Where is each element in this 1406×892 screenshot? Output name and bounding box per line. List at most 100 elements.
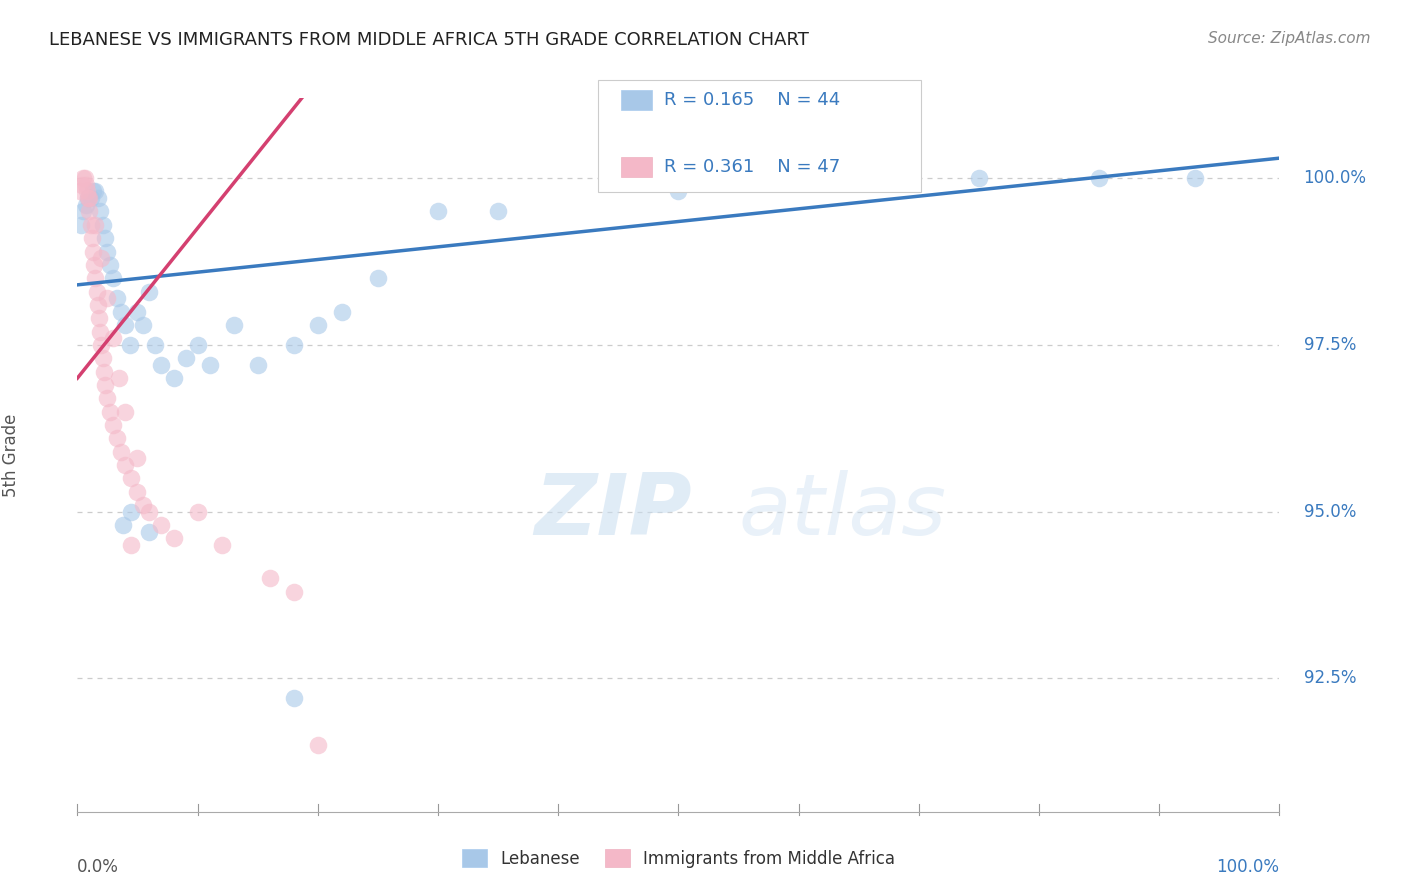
Point: [427, 204, 450, 219]
Point: [283, 338, 305, 352]
Point: [77, 191, 100, 205]
Point: [114, 318, 136, 332]
Point: [967, 171, 990, 186]
Point: [82, 244, 104, 259]
Point: [80, 231, 103, 245]
Text: 100.0%: 100.0%: [1303, 169, 1367, 187]
Point: [96, 244, 118, 259]
Point: [1184, 171, 1206, 186]
Point: [105, 291, 128, 305]
Point: [84, 271, 107, 285]
Point: [87, 298, 110, 312]
Point: [120, 538, 142, 552]
Point: [127, 304, 149, 318]
Point: [79, 218, 101, 232]
Point: [89, 325, 111, 339]
Point: [75, 198, 97, 212]
Point: [186, 505, 209, 519]
Point: [93, 365, 115, 379]
Point: [138, 524, 160, 539]
Point: [79, 204, 101, 219]
Point: [72, 204, 94, 219]
Point: [162, 371, 184, 385]
Point: [222, 318, 245, 332]
Point: [76, 185, 98, 199]
Point: [486, 204, 509, 219]
Point: [330, 304, 353, 318]
Point: [91, 351, 114, 366]
Point: [98, 258, 121, 272]
Point: [138, 285, 160, 299]
Point: [94, 377, 117, 392]
Point: [114, 458, 136, 472]
Point: [132, 498, 155, 512]
Point: [283, 691, 305, 706]
Point: [307, 738, 329, 752]
Point: [91, 218, 114, 232]
Text: Source: ZipAtlas.com: Source: ZipAtlas.com: [1208, 31, 1371, 46]
Text: atlas: atlas: [738, 470, 946, 553]
Point: [120, 338, 142, 352]
Point: [83, 258, 105, 272]
Point: [77, 191, 100, 205]
Point: [120, 471, 142, 485]
Point: [79, 191, 101, 205]
Point: [70, 218, 93, 232]
Text: 95.0%: 95.0%: [1303, 502, 1355, 521]
Point: [86, 285, 108, 299]
Point: [105, 431, 128, 445]
Legend: Lebanese, Immigrants from Middle Africa: Lebanese, Immigrants from Middle Africa: [461, 849, 896, 868]
Point: [127, 484, 149, 499]
Point: [69, 185, 91, 199]
Point: [114, 404, 136, 418]
Point: [96, 291, 118, 305]
Point: [94, 231, 117, 245]
Point: [127, 451, 149, 466]
Point: [89, 204, 111, 219]
Point: [111, 518, 134, 533]
Point: [120, 505, 142, 519]
Point: [108, 371, 131, 385]
Point: [668, 185, 690, 199]
Text: 92.5%: 92.5%: [1303, 669, 1355, 688]
Point: [186, 338, 209, 352]
Point: [87, 311, 110, 326]
Point: [132, 318, 155, 332]
Point: [103, 271, 125, 285]
Point: [90, 251, 112, 265]
Point: [211, 538, 233, 552]
Point: [84, 185, 107, 199]
Point: [103, 331, 125, 345]
Point: [145, 338, 167, 352]
Point: [367, 271, 389, 285]
Point: [307, 318, 329, 332]
Text: LEBANESE VS IMMIGRANTS FROM MIDDLE AFRICA 5TH GRADE CORRELATION CHART: LEBANESE VS IMMIGRANTS FROM MIDDLE AFRIC…: [49, 31, 808, 49]
Text: R = 0.361    N = 47: R = 0.361 N = 47: [664, 158, 839, 176]
Point: [70, 178, 93, 192]
Point: [87, 191, 110, 205]
Point: [79, 191, 101, 205]
Text: 5th Grade: 5th Grade: [3, 413, 20, 497]
Point: [150, 518, 173, 533]
Text: ZIP: ZIP: [534, 470, 692, 553]
Point: [150, 358, 173, 372]
Point: [174, 351, 197, 366]
Point: [283, 584, 305, 599]
Point: [90, 338, 112, 352]
Point: [98, 404, 121, 418]
Point: [811, 171, 834, 186]
Point: [138, 505, 160, 519]
Point: [162, 531, 184, 545]
Point: [259, 571, 281, 585]
Point: [246, 358, 269, 372]
Point: [110, 304, 132, 318]
Point: [198, 358, 221, 372]
Point: [75, 178, 97, 192]
Point: [73, 171, 96, 186]
Point: [82, 185, 104, 199]
Point: [72, 171, 94, 186]
Text: 97.5%: 97.5%: [1303, 336, 1355, 354]
Point: [1088, 171, 1111, 186]
Text: 100.0%: 100.0%: [1216, 858, 1279, 877]
Text: 0.0%: 0.0%: [77, 858, 120, 877]
